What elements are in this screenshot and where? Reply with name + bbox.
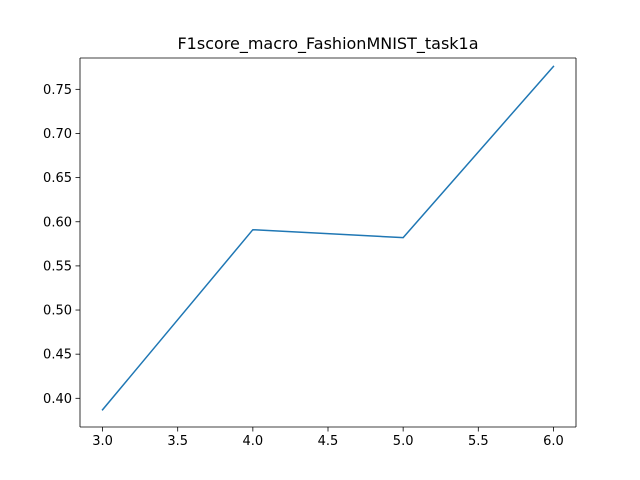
y-tick-label: 0.60 bbox=[43, 215, 72, 230]
y-tick-label: 0.45 bbox=[43, 348, 72, 363]
series-line-0 bbox=[101, 65, 555, 411]
x-tick-label: 5.0 bbox=[393, 434, 414, 449]
x-tick-label: 5.5 bbox=[468, 434, 489, 449]
chart-title: F1score_macro_FashionMNIST_task1a bbox=[177, 34, 478, 54]
y-tick-label: 0.65 bbox=[43, 171, 72, 186]
x-tick-label: 4.0 bbox=[243, 434, 264, 449]
y-tick-label: 0.40 bbox=[43, 392, 72, 407]
x-tick-label: 4.5 bbox=[318, 434, 339, 449]
x-tick-label: 3.0 bbox=[92, 434, 113, 449]
y-tick-label: 0.50 bbox=[43, 304, 72, 319]
y-tick-label: 0.70 bbox=[43, 127, 72, 142]
y-tick-label: 0.55 bbox=[43, 259, 72, 274]
y-tick-label: 0.75 bbox=[43, 83, 72, 98]
x-tick-label: 3.5 bbox=[167, 434, 188, 449]
plot-area: 3.0 3.5 4.0 4.5 5.0 5.5 6.0 0.40 0.45 0.50 0.55 0.6… bbox=[43, 57, 577, 449]
x-tick-label: 6.0 bbox=[543, 434, 564, 449]
